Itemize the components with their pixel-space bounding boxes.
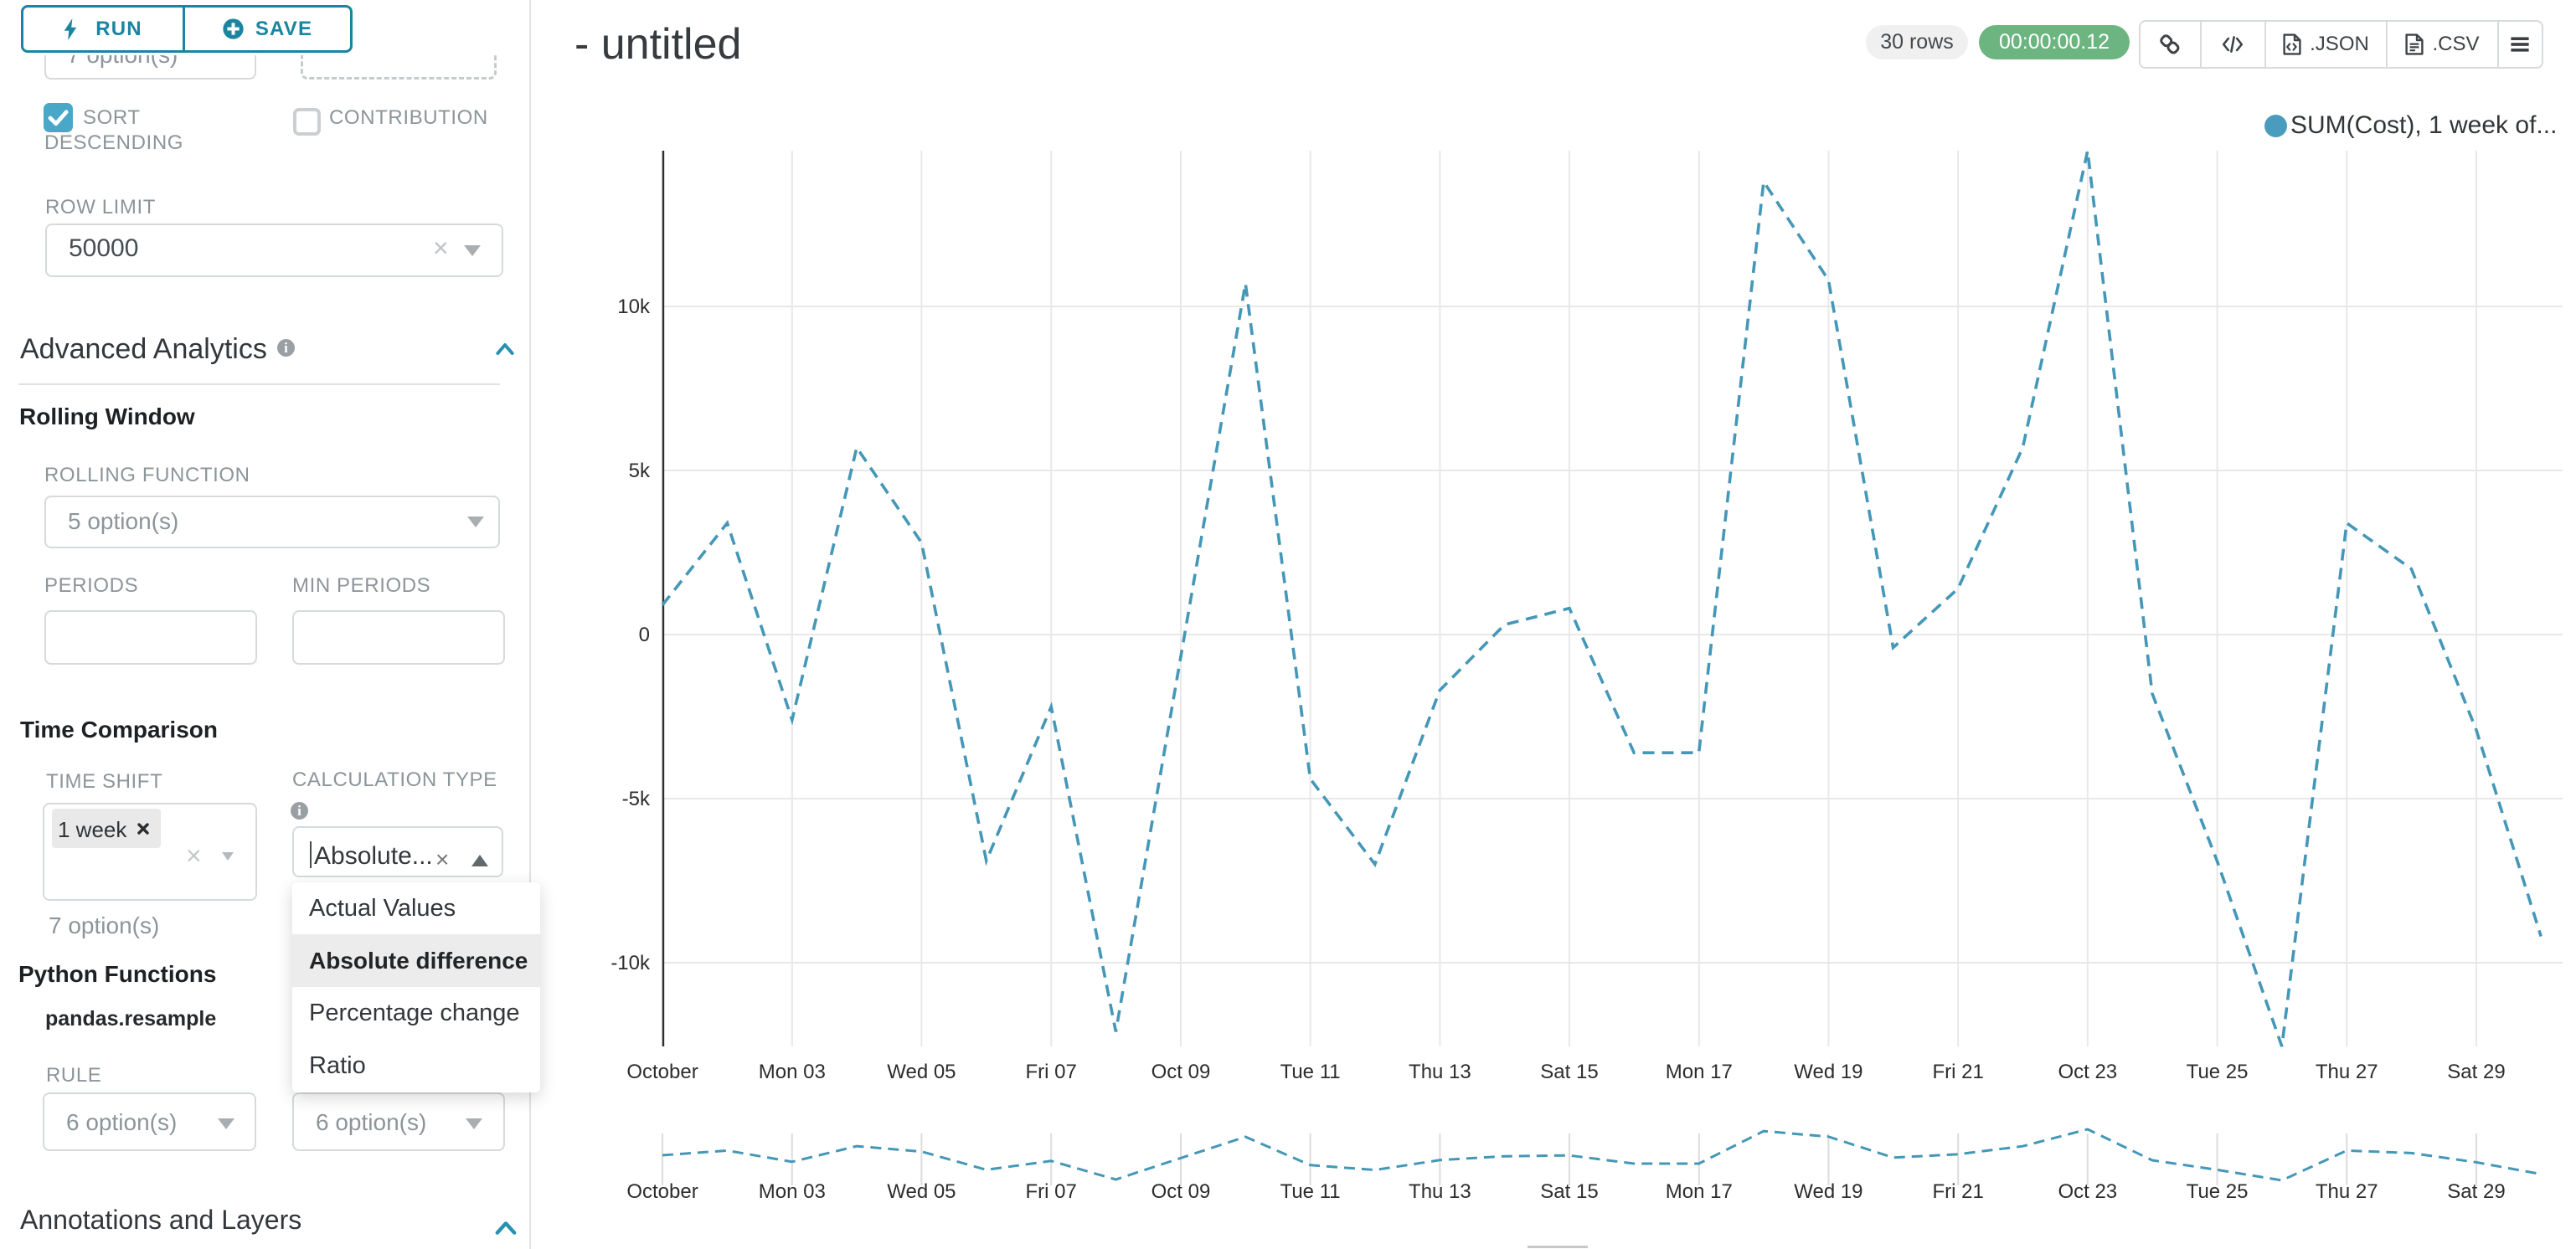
svg-text:Mon 17: Mon 17 xyxy=(1666,1180,1733,1203)
svg-text:Fri 07: Fri 07 xyxy=(1026,1061,1077,1083)
svg-text:5k: 5k xyxy=(629,460,651,482)
svg-text:Mon 03: Mon 03 xyxy=(759,1180,826,1203)
svg-text:Mon 17: Mon 17 xyxy=(1666,1061,1733,1083)
svg-text:Fri 07: Fri 07 xyxy=(1026,1180,1077,1203)
svg-text:10k: 10k xyxy=(617,296,651,318)
svg-text:Tue 11: Tue 11 xyxy=(1280,1180,1341,1203)
svg-text:Tue 11: Tue 11 xyxy=(1280,1061,1341,1083)
svg-text:Wed 19: Wed 19 xyxy=(1794,1061,1862,1083)
svg-text:Tue 25: Tue 25 xyxy=(2187,1180,2249,1203)
svg-text:Oct 23: Oct 23 xyxy=(2058,1180,2117,1203)
svg-text:Oct 23: Oct 23 xyxy=(2058,1061,2117,1083)
svg-text:Tue 25: Tue 25 xyxy=(2187,1061,2249,1083)
svg-text:Sat 29: Sat 29 xyxy=(2447,1061,2505,1083)
svg-text:Mon 03: Mon 03 xyxy=(759,1061,826,1083)
svg-text:October: October xyxy=(626,1180,698,1203)
svg-text:-5k: -5k xyxy=(622,788,651,810)
svg-text:Thu 13: Thu 13 xyxy=(1409,1061,1471,1083)
svg-text:Oct 09: Oct 09 xyxy=(1151,1180,1211,1203)
svg-text:Sat 15: Sat 15 xyxy=(1540,1180,1598,1203)
svg-text:Thu 27: Thu 27 xyxy=(2316,1180,2378,1203)
svg-text:Thu 13: Thu 13 xyxy=(1409,1180,1471,1203)
svg-text:October: October xyxy=(626,1061,698,1083)
svg-text:Sat 29: Sat 29 xyxy=(2447,1180,2505,1203)
svg-text:Wed 05: Wed 05 xyxy=(887,1180,956,1203)
svg-text:Sat 15: Sat 15 xyxy=(1540,1061,1598,1083)
svg-text:0: 0 xyxy=(639,624,650,646)
svg-text:Wed 19: Wed 19 xyxy=(1794,1180,1862,1203)
svg-text:Fri 21: Fri 21 xyxy=(1933,1180,1984,1203)
svg-text:Thu 27: Thu 27 xyxy=(2316,1061,2378,1083)
svg-text:Fri 21: Fri 21 xyxy=(1933,1061,1984,1083)
svg-text:Wed 05: Wed 05 xyxy=(887,1061,956,1083)
svg-text:-10k: -10k xyxy=(611,952,651,974)
svg-text:Oct 09: Oct 09 xyxy=(1151,1061,1211,1083)
